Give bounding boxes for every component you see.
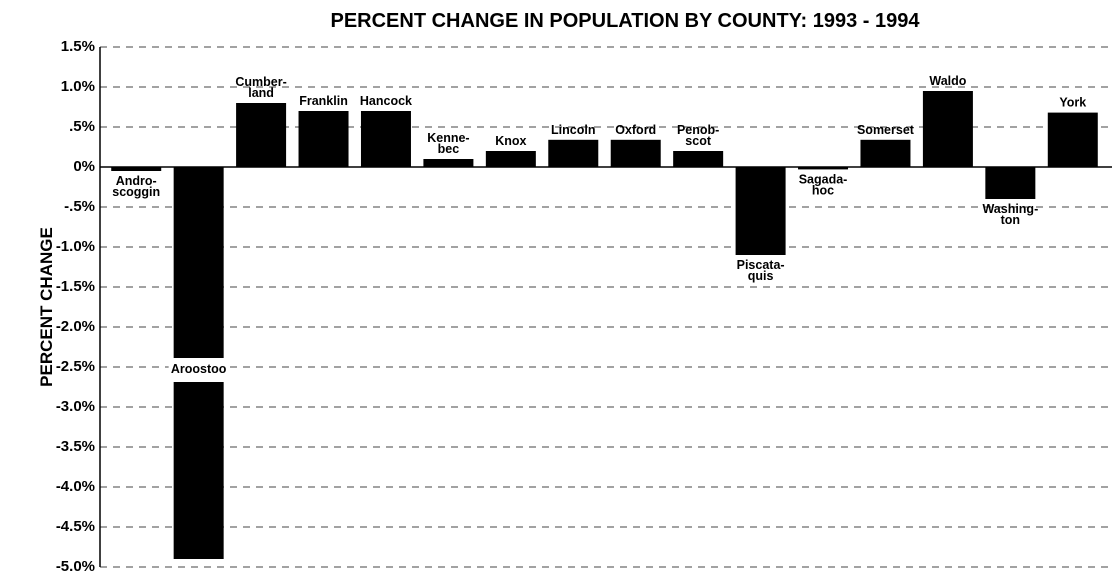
- y-tick-label: -.5%: [64, 198, 95, 215]
- x-tick-label: Oxford: [615, 123, 656, 137]
- label-gap: [168, 358, 229, 382]
- y-tick-label: -4.5%: [56, 518, 95, 535]
- x-tick-label: York: [1059, 96, 1086, 110]
- y-tick-label: -3.0%: [56, 398, 95, 415]
- y-tick-label: 0%: [73, 158, 95, 175]
- y-tick-label: -1.0%: [56, 238, 95, 255]
- y-tick-label: -5.0%: [56, 558, 95, 575]
- x-tick-label: Franklin: [299, 94, 348, 108]
- bar: [111, 167, 162, 171]
- x-tick-label: Hancock: [360, 94, 412, 108]
- y-tick-label: -3.5%: [56, 438, 95, 455]
- y-axis-label: PERCENT CHANGE: [37, 227, 56, 387]
- x-tick-label: Penob-scot: [677, 123, 719, 148]
- bar: [485, 151, 536, 167]
- x-tick-label: Knox: [495, 134, 526, 148]
- bar: [610, 139, 661, 167]
- x-tick-label: Lincoln: [551, 123, 595, 137]
- bar: [673, 151, 724, 167]
- x-tick-label: Aroostoo: [171, 362, 227, 376]
- x-tick-label: Kenne-bec: [427, 131, 469, 156]
- y-tick-label: -2.0%: [56, 318, 95, 335]
- y-tick-label: 1.0%: [61, 78, 95, 95]
- y-tick-label: -4.0%: [56, 478, 95, 495]
- bar: [735, 167, 786, 255]
- bar: [860, 139, 911, 167]
- y-tick-label: .5%: [69, 118, 95, 135]
- x-tick-label: Piscata-quis: [737, 258, 785, 283]
- bar: [985, 167, 1036, 199]
- bar: [548, 139, 599, 167]
- bar: [423, 159, 474, 167]
- y-tick-label: 1.5%: [61, 38, 95, 55]
- x-tick-label: Sagada-hoc: [799, 172, 848, 197]
- x-tick-label: Waldo: [929, 74, 966, 88]
- bar: [922, 91, 973, 167]
- x-tick-label: Somerset: [857, 123, 915, 137]
- bar: [298, 111, 349, 167]
- y-tick-label: -2.5%: [56, 358, 95, 375]
- bar: [236, 103, 287, 167]
- bar: [1047, 112, 1098, 167]
- y-tick-label: -1.5%: [56, 278, 95, 295]
- x-tick-label: Cumber-land: [235, 75, 286, 100]
- bar: [798, 167, 849, 170]
- x-tick-label: Andro-scoggin: [112, 174, 160, 199]
- bar: [360, 111, 411, 167]
- chart-title: PERCENT CHANGE IN POPULATION BY COUNTY: …: [330, 10, 920, 32]
- x-tick-label: Washing-ton: [982, 202, 1038, 227]
